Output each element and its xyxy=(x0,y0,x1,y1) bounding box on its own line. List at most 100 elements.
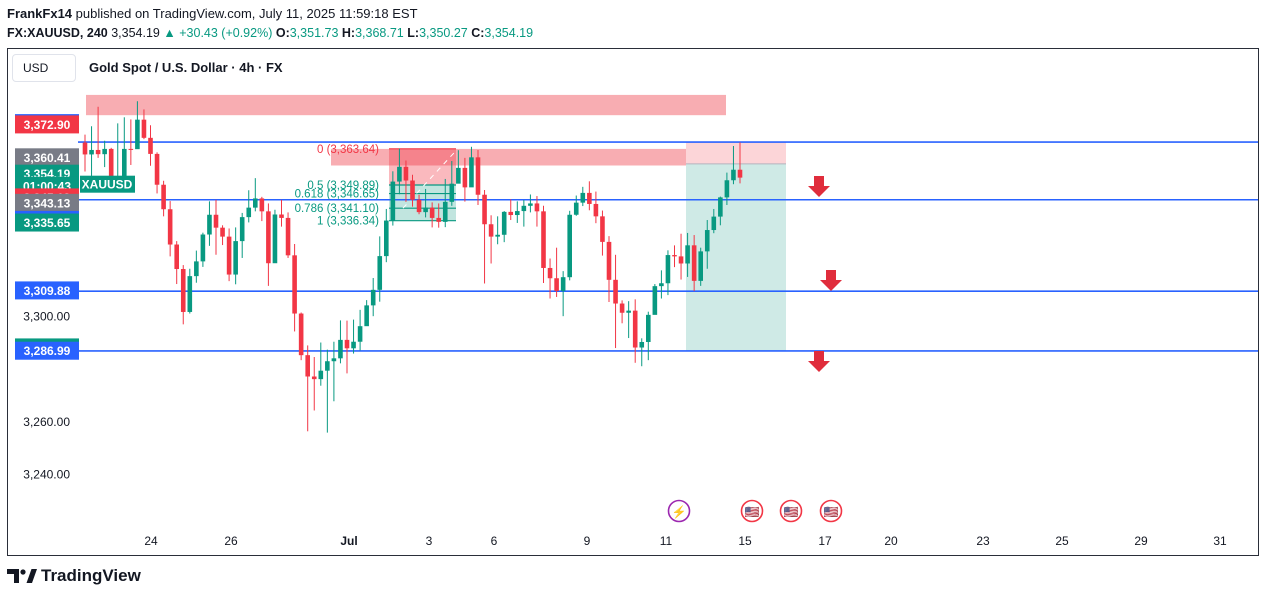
change-up-icon: ▲ xyxy=(163,26,176,40)
candle xyxy=(397,166,402,182)
candle xyxy=(311,376,317,380)
candle xyxy=(285,217,291,256)
candle xyxy=(475,157,481,195)
tradingview-logo[interactable]: TradingView xyxy=(7,566,141,586)
candle xyxy=(488,224,494,237)
candle xyxy=(325,361,330,371)
candle xyxy=(547,267,553,279)
candle xyxy=(102,148,107,155)
candle xyxy=(560,277,566,291)
ohlc-legend: FX:XAUUSD, 240 3,354.19 ▲ +30.43 (+0.92%… xyxy=(7,26,533,40)
candle xyxy=(200,234,206,262)
candle xyxy=(593,203,599,217)
candle xyxy=(515,211,520,216)
candle xyxy=(122,148,127,178)
candle xyxy=(370,289,376,306)
low-label: L: xyxy=(407,26,420,40)
candle xyxy=(410,180,415,200)
candle xyxy=(698,251,703,281)
y-tick-label: 3,240.00 xyxy=(23,467,70,481)
candle xyxy=(541,211,546,268)
candle xyxy=(423,207,428,213)
x-tick-label: 6 xyxy=(491,534,498,548)
x-tick-label: 23 xyxy=(976,534,990,548)
short-position-stop-zone[interactable] xyxy=(686,141,786,164)
down-arrow-3-icon[interactable] xyxy=(808,351,830,372)
chart-title: Gold Spot / U.S. Dollar · 4h · FX xyxy=(89,60,283,75)
candle xyxy=(573,202,579,215)
candle xyxy=(606,241,612,280)
candle xyxy=(194,261,199,277)
economic-event-icon[interactable] xyxy=(667,499,691,523)
x-tick-label: 29 xyxy=(1134,534,1148,548)
down-arrow-1-icon[interactable] xyxy=(808,176,830,197)
candle xyxy=(449,183,455,202)
candle xyxy=(154,153,160,185)
author-name[interactable]: FrankFx14 xyxy=(7,6,73,21)
symbol-tag-label: XAUUSD xyxy=(82,178,133,192)
us-flag-event-icon[interactable] xyxy=(779,499,803,523)
x-tick-label: 24 xyxy=(144,534,158,548)
candle xyxy=(135,119,140,150)
candle xyxy=(704,230,710,252)
currency-selector[interactable]: USD xyxy=(12,54,76,82)
fib-level-label: 0 (3,363.64) xyxy=(317,144,379,156)
tradingview-brand-text: TradingView xyxy=(41,566,141,585)
symbol-tag xyxy=(80,175,135,193)
candle xyxy=(718,197,723,217)
close-value: 3,354.19 xyxy=(484,26,534,40)
y-tick-label: 3,300.00 xyxy=(23,309,70,323)
candle xyxy=(724,180,730,198)
fib-level-label: 1 (3,336.34) xyxy=(317,216,379,228)
candle xyxy=(587,192,592,204)
candle xyxy=(456,167,461,184)
last-price: 3,354.19 xyxy=(111,26,160,40)
candle xyxy=(482,194,487,225)
resistance-zone-top[interactable] xyxy=(86,94,726,116)
high-label: H: xyxy=(341,26,356,40)
us-flag-icon: 🇺🇸 xyxy=(824,505,839,519)
down-arrow-2-icon[interactable] xyxy=(820,270,842,291)
resistance-zone-mid[interactable] xyxy=(331,148,726,166)
candle xyxy=(384,220,389,257)
candle xyxy=(737,169,743,178)
open-value: 3,351.73 xyxy=(289,26,339,40)
us-flag-event-icon[interactable] xyxy=(819,499,843,523)
candle xyxy=(187,276,193,312)
candle xyxy=(220,227,225,237)
candle xyxy=(495,234,500,237)
candle xyxy=(508,211,514,216)
candle xyxy=(141,119,147,138)
fib-level-label: 0.786 (3,341.10) xyxy=(295,203,380,215)
high-value: 3,368.71 xyxy=(355,26,404,40)
x-tick-label: 25 xyxy=(1055,534,1069,548)
close-label: C: xyxy=(471,26,485,40)
candle xyxy=(128,148,134,150)
us-flag-event-icon[interactable] xyxy=(740,499,764,523)
candle xyxy=(338,339,343,359)
candle xyxy=(233,241,238,275)
candle xyxy=(82,142,88,155)
candle xyxy=(305,355,310,377)
price-axis-tag xyxy=(15,341,79,360)
price-axis-tag-label: 3,372.90 xyxy=(24,118,71,132)
candle xyxy=(416,199,422,213)
candle xyxy=(318,370,324,380)
candle xyxy=(665,255,671,284)
candle xyxy=(213,214,219,228)
price-axis-tag xyxy=(15,193,79,212)
candle xyxy=(390,181,396,221)
lightning-icon: ⚡ xyxy=(672,505,687,519)
open-label: O: xyxy=(275,26,290,40)
us-flag-icon: 🇺🇸 xyxy=(745,505,760,519)
candle xyxy=(646,314,651,342)
tradingview-logo-icon xyxy=(7,569,37,583)
x-tick-label: 26 xyxy=(224,534,238,548)
candle xyxy=(344,339,350,349)
price-axis-tag xyxy=(15,115,79,134)
candle xyxy=(652,286,658,315)
change-value: +30.43 (+0.92%) xyxy=(179,26,273,40)
candle xyxy=(619,303,625,313)
candle xyxy=(351,341,356,349)
